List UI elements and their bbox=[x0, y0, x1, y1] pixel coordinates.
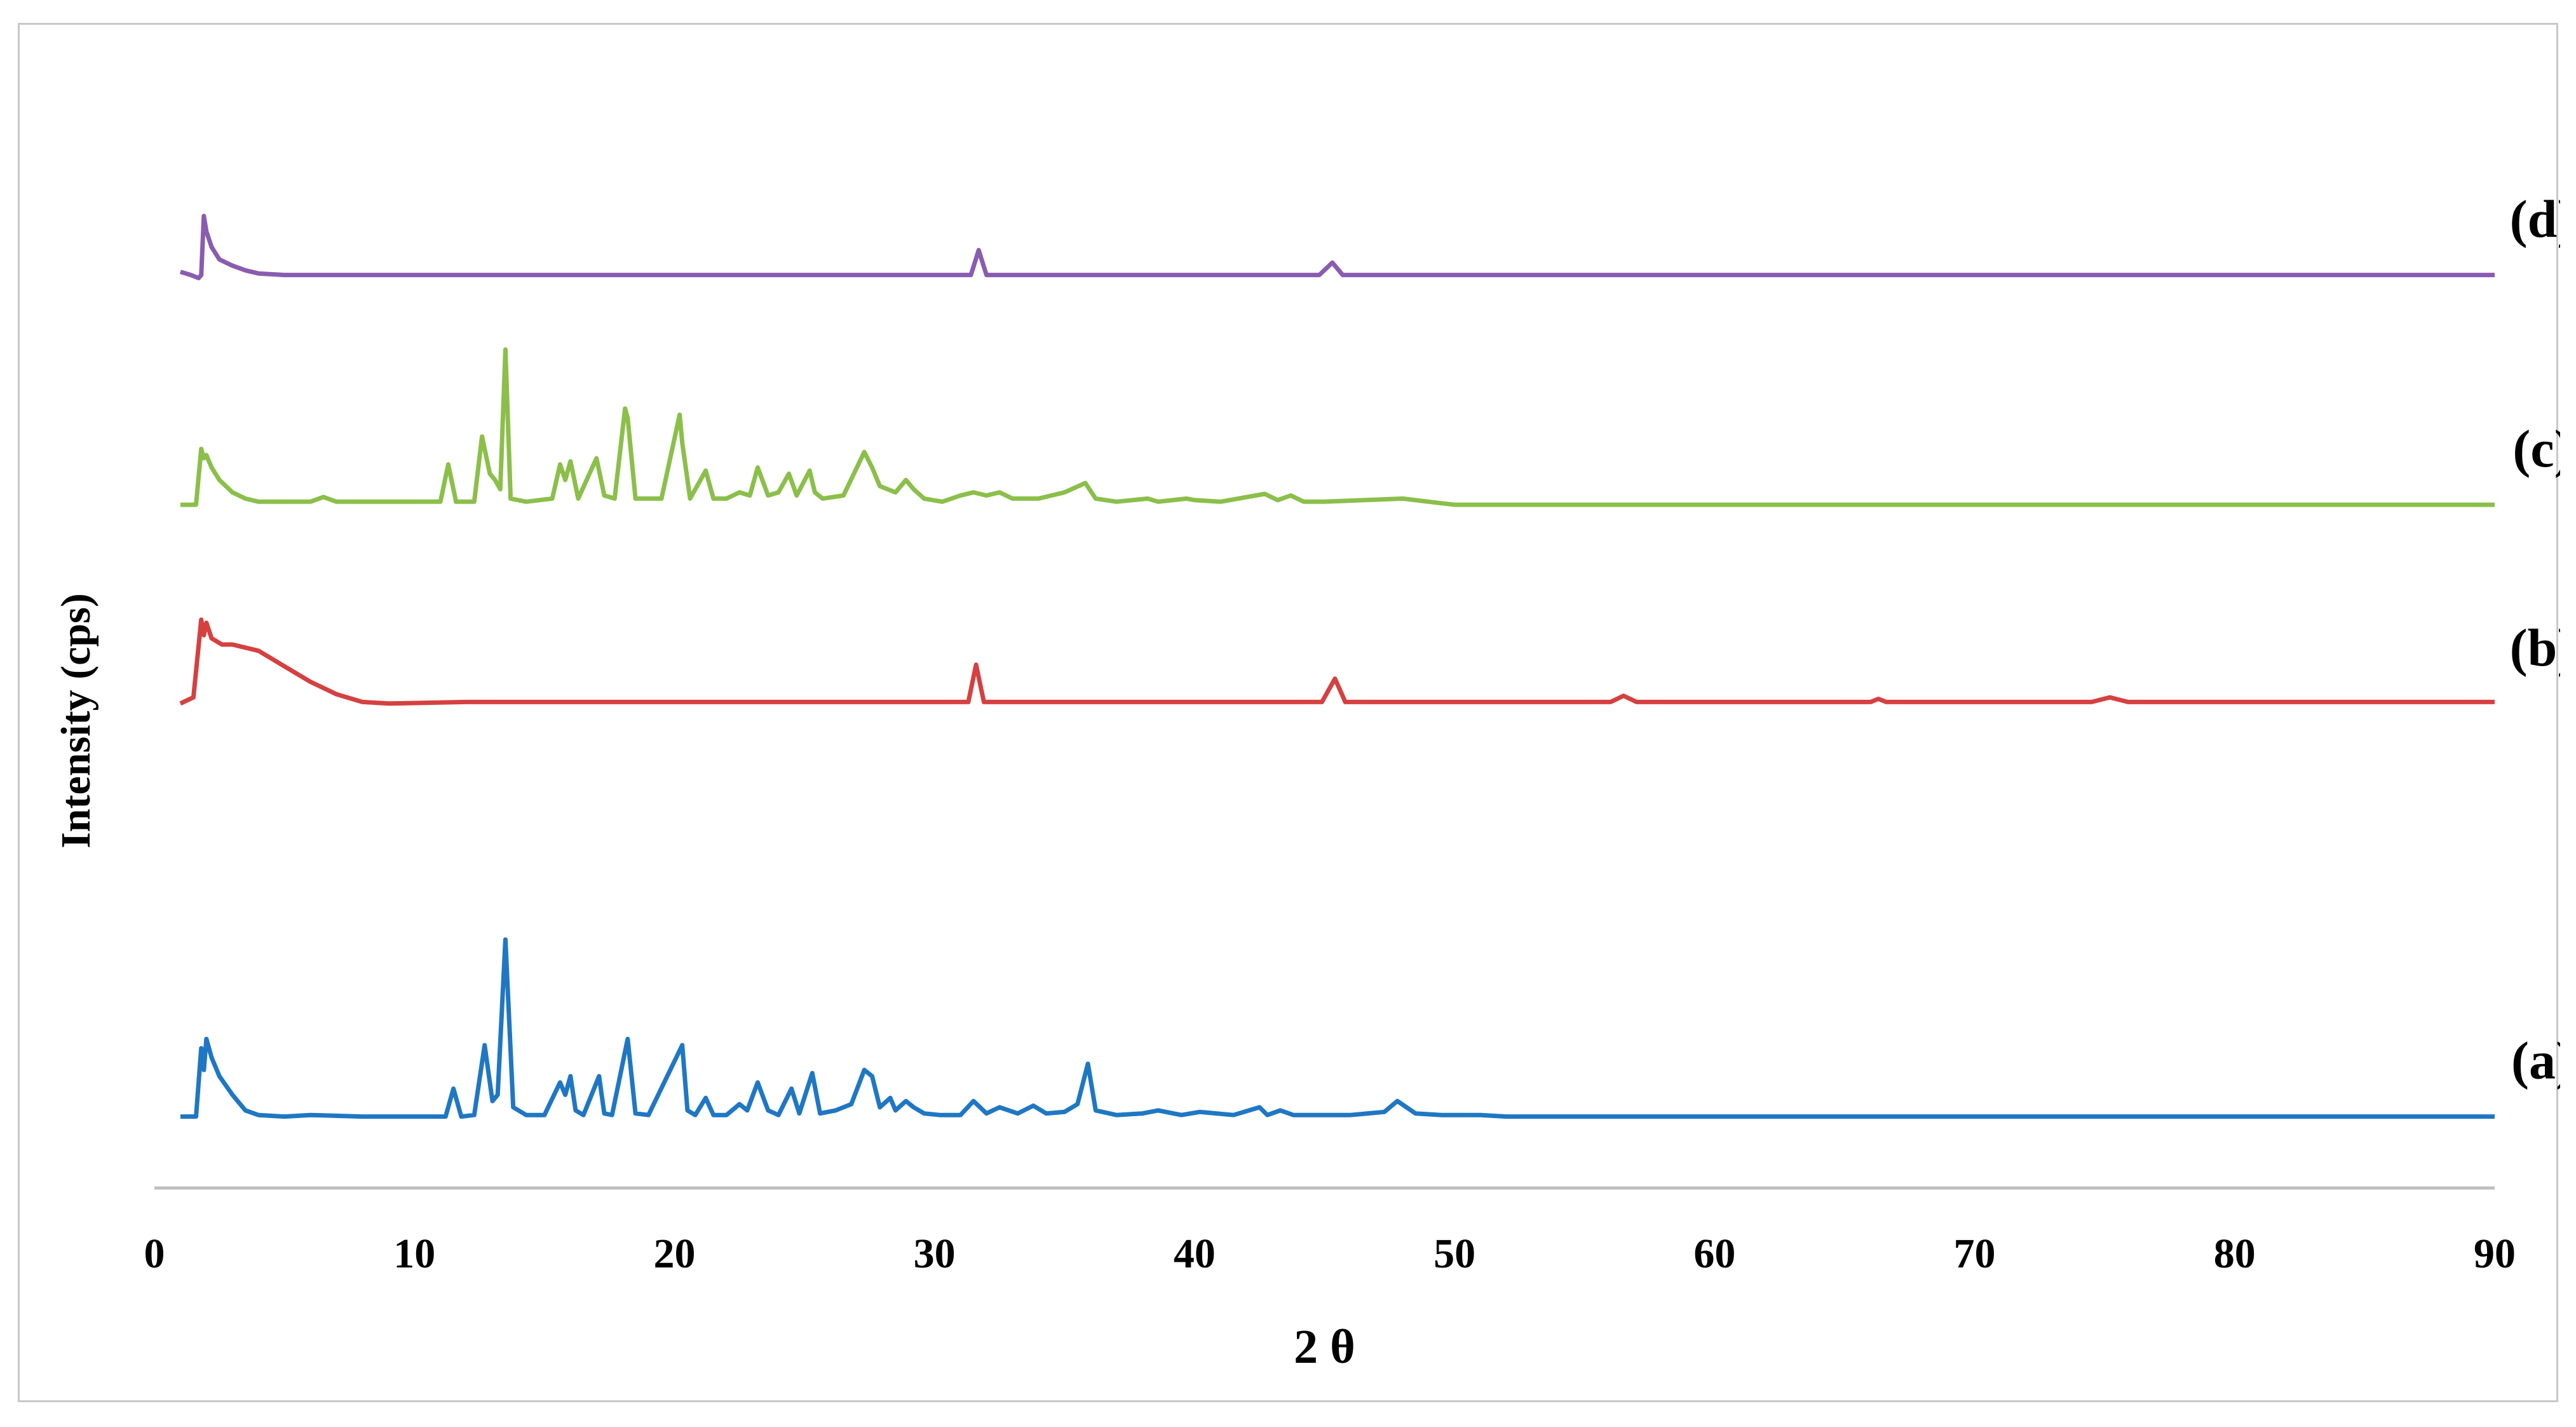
series-labels: (a) (b) (c) (d) bbox=[2510, 190, 2560, 1091]
x-tick-label: 10 bbox=[393, 1231, 435, 1277]
series-line-d bbox=[179, 214, 2495, 280]
x-tick-label: 20 bbox=[653, 1231, 695, 1277]
y-axis-title: Intensity (cps) bbox=[53, 593, 99, 849]
series-label-b: (b) bbox=[2510, 618, 2560, 678]
series-label-d: (d) bbox=[2510, 190, 2560, 249]
series-line-b bbox=[179, 617, 2495, 706]
x-tick-labels: 0 10 20 30 40 50 60 70 80 90 bbox=[144, 1231, 2516, 1277]
series-line-a bbox=[180, 937, 2495, 1119]
x-tick-label: 30 bbox=[914, 1231, 956, 1277]
x-tick-label: 0 bbox=[144, 1231, 165, 1277]
x-tick-label: 70 bbox=[1954, 1231, 1996, 1277]
xrd-chart: 0 10 20 30 40 50 60 70 80 90 (a) (b) (c) (d) 2 θ Int… bbox=[53, 190, 2560, 1374]
x-axis-title: 2 θ bbox=[1294, 1320, 1355, 1374]
series-label-a: (a) bbox=[2511, 1032, 2560, 1091]
x-tick-label: 40 bbox=[1174, 1231, 1216, 1277]
x-tick-label: 60 bbox=[1693, 1231, 1735, 1277]
series-line-c bbox=[180, 347, 2495, 507]
chart-frame: 0 10 20 30 40 50 60 70 80 90 (a) (b) (c) (d) 2 θ Int… bbox=[18, 23, 2560, 1402]
series-label-c: (c) bbox=[2512, 420, 2560, 479]
series-group bbox=[179, 214, 2495, 1119]
x-tick-label: 90 bbox=[2474, 1231, 2516, 1277]
x-tick-label: 50 bbox=[1434, 1231, 1475, 1277]
x-tick-label: 80 bbox=[2214, 1231, 2256, 1277]
